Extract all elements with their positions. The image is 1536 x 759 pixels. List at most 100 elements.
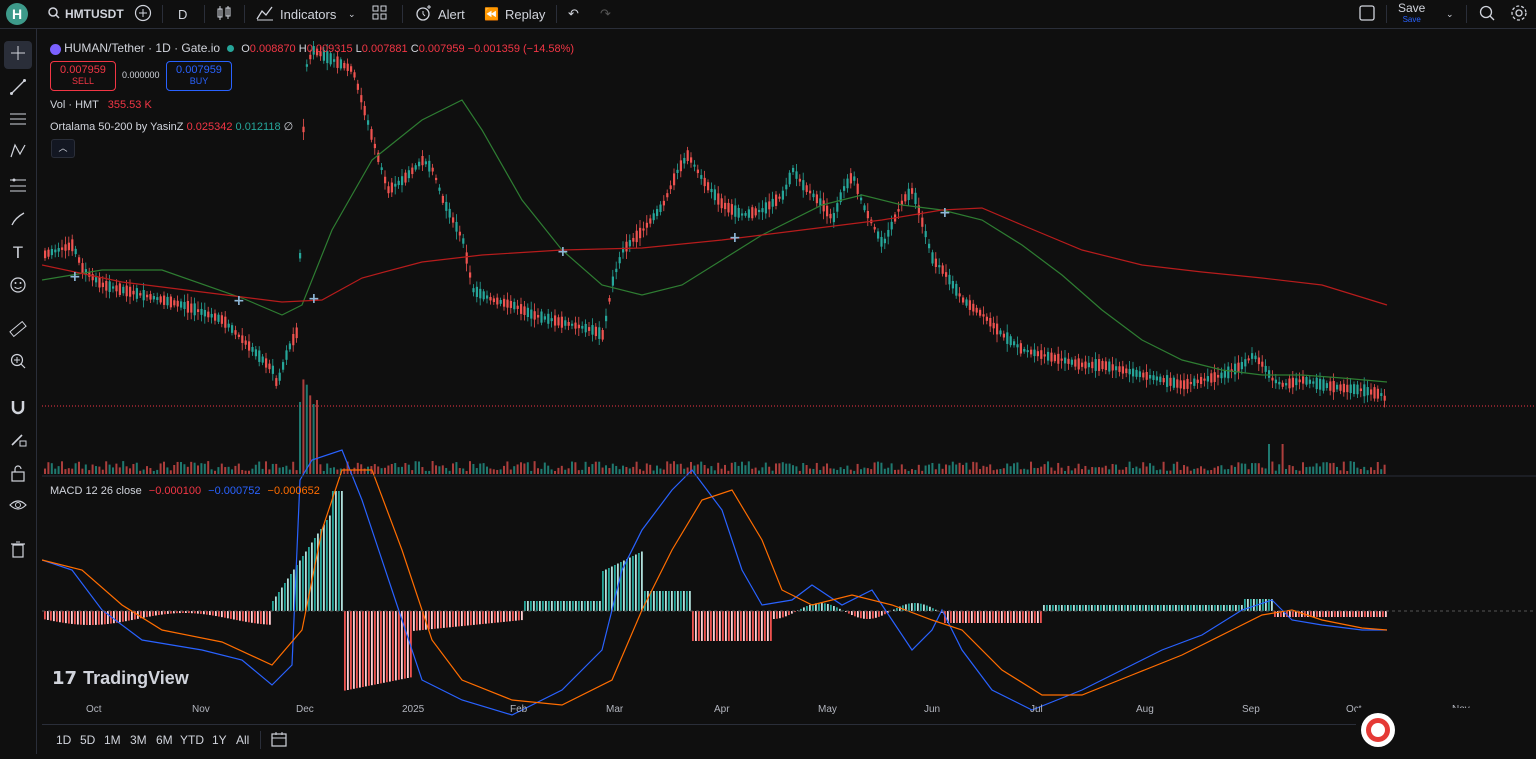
macd-histogram-bar (752, 611, 754, 641)
layouts-button[interactable] (372, 0, 388, 28)
candle-body (1088, 363, 1090, 367)
volume-bar (190, 462, 192, 474)
brush-tool[interactable] (4, 207, 32, 235)
fib-icon (9, 176, 27, 199)
sell-button[interactable]: 0.007959 SELL (50, 61, 116, 91)
timeframe-button-1d[interactable]: 1D (56, 733, 71, 747)
candle-body (551, 318, 553, 321)
remove-drawings-tool[interactable] (4, 537, 32, 565)
timeframe-button-3m[interactable]: 3M (130, 733, 147, 747)
volume-bar (330, 468, 332, 474)
symbol-search[interactable]: HMTUSDT (48, 0, 124, 28)
quick-search-button[interactable] (1478, 0, 1496, 28)
volume-bar (319, 464, 321, 474)
volume-bar (238, 464, 240, 474)
undo-button[interactable]: ↶ (568, 0, 579, 28)
buy-button[interactable]: 0.007959 BUY (166, 61, 232, 91)
macd-histogram-bar (929, 607, 931, 611)
replay-button[interactable]: ⏪ Replay (484, 0, 545, 28)
ma-legend[interactable]: Ortalama 50-200 by YasinZ 0.025342 0.012… (50, 120, 293, 133)
ruler-tool[interactable] (4, 317, 32, 345)
macd-histogram-bar (533, 601, 535, 611)
fib-tool[interactable] (4, 173, 32, 201)
candle-body (1302, 376, 1304, 383)
price-chart[interactable]: ++++++ (42, 30, 1536, 720)
lock-tool[interactable] (4, 461, 32, 489)
chart-type-button[interactable] (216, 0, 232, 28)
timeframe-button-ytd[interactable]: YTD (180, 733, 204, 747)
volume-bar (598, 462, 600, 474)
magnet-tool[interactable] (4, 395, 32, 423)
timeframe-button-6m[interactable]: 6M (156, 733, 173, 747)
volume-bar (1254, 463, 1256, 474)
candle-body (670, 185, 672, 189)
macd-histogram-bar (854, 611, 856, 616)
top-toolbar: H HMTUSDT D Indicators ⌄ Alert ⏪ Replay … (0, 0, 1536, 29)
macd-legend[interactable]: MACD 12 26 close −0.000100 −0.000752 −0.… (50, 485, 320, 497)
save-button[interactable]: Save Save (1398, 0, 1425, 28)
pattern-tool[interactable] (4, 139, 32, 167)
volume-bar (1095, 467, 1097, 474)
candle-body (816, 194, 818, 203)
volume-bar (853, 471, 855, 474)
candle-body (632, 238, 634, 242)
candle-body (1316, 378, 1318, 389)
volume-bar (401, 467, 403, 474)
candle-body (581, 326, 583, 329)
lock-drawing-tool[interactable] (4, 427, 32, 455)
macd-histogram-bar (551, 601, 553, 611)
candle-body (874, 227, 876, 230)
volume-bar (1044, 464, 1046, 474)
volume-bar (823, 466, 825, 474)
save-dropdown[interactable]: ⌄ (1446, 0, 1454, 28)
macd-histogram-bar (1292, 611, 1294, 617)
redo-button[interactable]: ↷ (600, 0, 611, 28)
go-to-date-button[interactable] (270, 730, 288, 753)
volume-legend[interactable]: Vol · HMT 355.53 K (50, 99, 152, 111)
interval-button[interactable]: D (178, 0, 187, 28)
volume-bar (1360, 469, 1362, 474)
low-value: 0.007881 (362, 43, 408, 55)
fullscreen-button[interactable] (1358, 0, 1376, 28)
indicators-button[interactable]: Indicators (256, 0, 336, 28)
alert-button[interactable]: Alert (414, 0, 465, 28)
volume-bar (1217, 466, 1219, 474)
macd-histogram-bar (242, 611, 244, 621)
timeframe-button-1m[interactable]: 1M (104, 733, 121, 747)
visibility-tool[interactable] (4, 493, 32, 521)
timeframe-button-1y[interactable]: 1Y (212, 733, 227, 747)
volume-bar (1193, 469, 1195, 474)
candle-body (224, 317, 226, 328)
macd-histogram-bar (1361, 611, 1363, 617)
timeframe-button-5d[interactable]: 5D (80, 733, 95, 747)
tradingview-watermark[interactable]: 𝟭𝟳 TradingView (52, 668, 189, 689)
volume-bar (996, 469, 998, 474)
volume-bar (1197, 468, 1199, 474)
chart-title[interactable]: HUMAN/Tether · 1D · Gate.io (64, 41, 220, 55)
indicators-dropdown[interactable]: ⌄ (348, 0, 356, 28)
settings-button[interactable] (1510, 0, 1528, 28)
macd-histogram-bar (479, 611, 481, 624)
volume-bar (1339, 470, 1341, 474)
zoom-tool[interactable] (4, 349, 32, 377)
macd-histogram-bar (1220, 605, 1222, 611)
text-tool[interactable]: T (4, 239, 32, 267)
horizontal-lines-tool[interactable] (4, 107, 32, 135)
trend-line-tool[interactable] (4, 75, 32, 103)
candle-body (891, 222, 893, 230)
candle-body (64, 244, 66, 250)
candle-body (540, 312, 542, 323)
volume-bar (506, 461, 508, 474)
collapse-legend-button[interactable]: ︿ (51, 139, 75, 158)
search-icon (48, 7, 60, 22)
macd-histogram-bar (464, 611, 466, 626)
text-icon: T (13, 243, 23, 263)
crosshair-tool[interactable] (4, 41, 32, 69)
emoji-tool[interactable] (4, 273, 32, 301)
compare-button[interactable] (134, 0, 152, 28)
volume-bar (1010, 466, 1012, 474)
timeframe-button-all[interactable]: All (236, 733, 249, 747)
profile-avatar[interactable]: H (6, 3, 28, 25)
volume-bar (857, 464, 859, 474)
macd-histogram-bar (1229, 605, 1231, 611)
